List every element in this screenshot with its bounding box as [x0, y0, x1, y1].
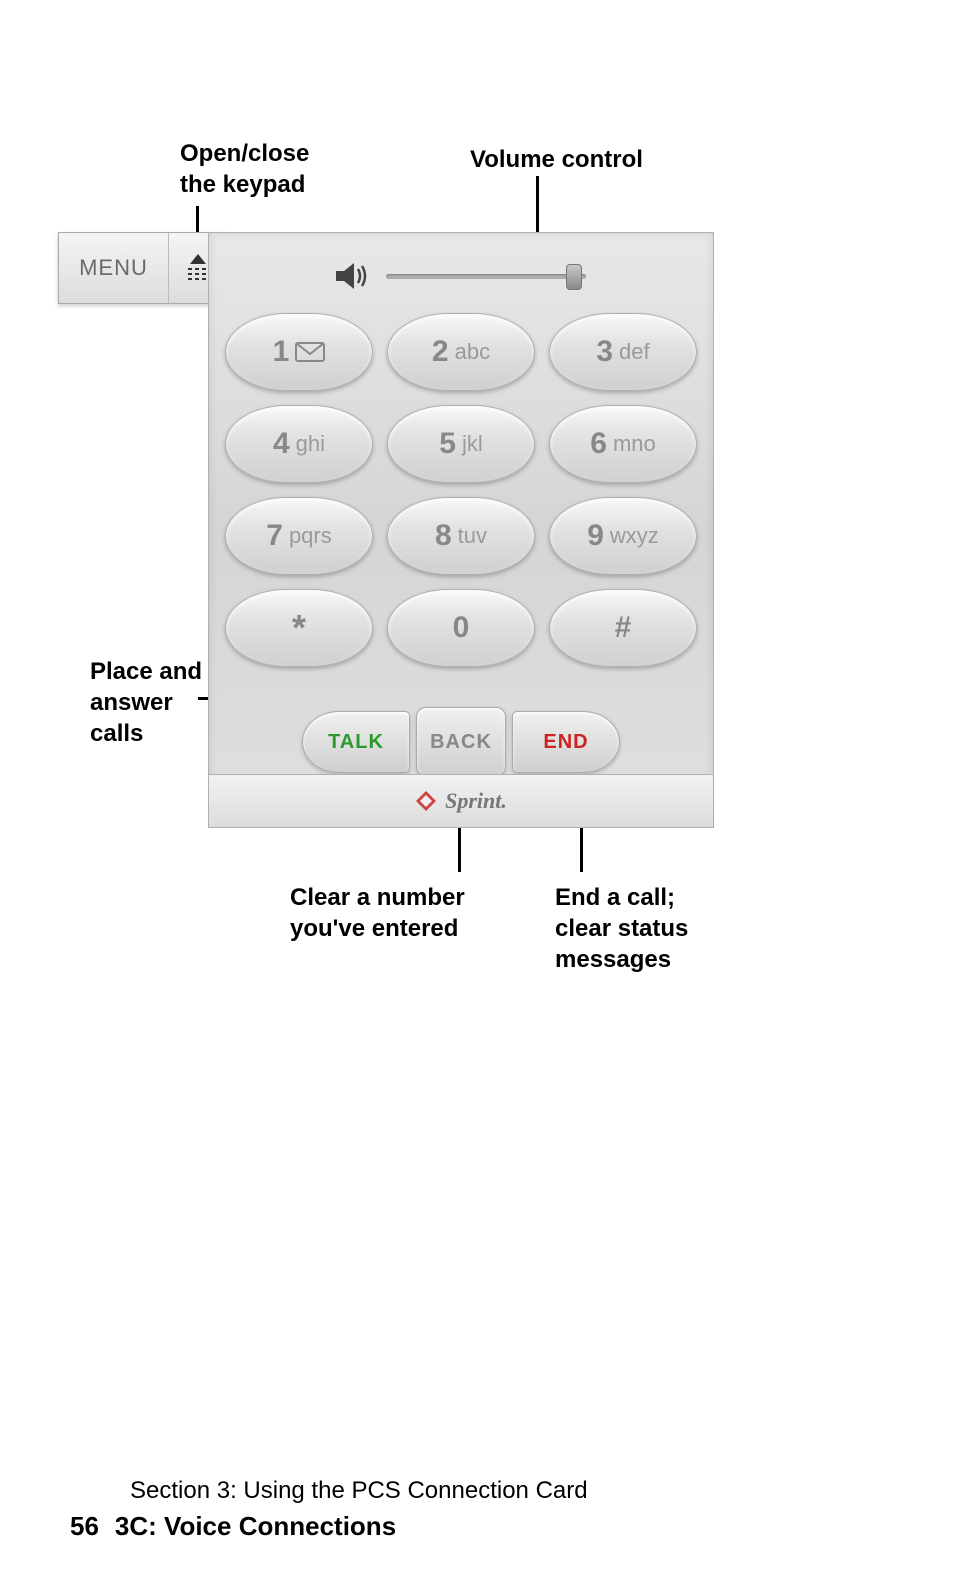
sprint-logo-icon — [415, 790, 437, 812]
key-digit: 2 — [432, 335, 449, 369]
speaker-icon — [336, 261, 372, 291]
key-digit: 6 — [590, 427, 607, 461]
back-button[interactable]: BACK — [416, 707, 506, 777]
key-digit: 5 — [439, 427, 456, 461]
keypad-grid-icon — [188, 268, 208, 282]
menu-button[interactable]: MENU — [59, 233, 169, 303]
key-star[interactable]: * — [225, 589, 373, 667]
key-letters: wxyz — [610, 523, 659, 549]
key-letters: jkl — [462, 431, 483, 457]
key-0[interactable]: 0 — [387, 589, 535, 667]
key-digit: 4 — [273, 427, 290, 461]
key-2[interactable]: 2abc — [387, 313, 535, 391]
end-button[interactable]: END — [512, 711, 620, 773]
call-button-row: TALK BACK END — [302, 707, 620, 777]
page-number: 56 — [70, 1511, 99, 1541]
footer-subsection: 56 3C: Voice Connections — [70, 1511, 588, 1542]
key-digit: 3 — [596, 335, 613, 369]
key-7[interactable]: 7pqrs — [225, 497, 373, 575]
key-digit: * — [292, 607, 306, 649]
callout-volume: Volume control — [470, 144, 643, 175]
key-letters: pqrs — [289, 523, 332, 549]
voicemail-icon — [295, 342, 325, 362]
key-4[interactable]: 4ghi — [225, 405, 373, 483]
callout-place-answer: Place and answer calls — [90, 656, 202, 750]
talk-button[interactable]: TALK — [302, 711, 410, 773]
key-5[interactable]: 5 jkl — [387, 405, 535, 483]
key-letters: mno — [613, 431, 656, 457]
key-6[interactable]: 6mno — [549, 405, 697, 483]
key-hash[interactable]: # — [549, 589, 697, 667]
subsection-text: 3C: Voice Connections — [115, 1511, 396, 1541]
key-digit: 7 — [266, 519, 283, 553]
key-digit: # — [615, 611, 632, 645]
keypad-panel: 1 2abc 3def 4ghi 5 jkl 6mno 7pqrs 8tuv 9w… — [208, 232, 714, 828]
brand-label: Sprint. — [445, 788, 507, 814]
keypad-grid: 1 2abc 3def 4ghi 5 jkl 6mno 7pqrs 8tuv 9w… — [225, 313, 697, 667]
menu-tab: MENU — [58, 232, 228, 304]
volume-thumb[interactable] — [566, 264, 582, 290]
key-8[interactable]: 8tuv — [387, 497, 535, 575]
key-letters: ghi — [296, 431, 325, 457]
brand-bar: Sprint. — [208, 774, 714, 828]
key-digit: 9 — [587, 519, 604, 553]
key-letters: abc — [455, 339, 490, 365]
key-digit: 8 — [435, 519, 452, 553]
key-digit: 0 — [453, 611, 470, 645]
key-1[interactable]: 1 — [225, 313, 373, 391]
key-3[interactable]: 3def — [549, 313, 697, 391]
key-digit: 1 — [273, 335, 290, 369]
footer-section: Section 3: Using the PCS Connection Card — [130, 1477, 588, 1505]
key-9[interactable]: 9wxyz — [549, 497, 697, 575]
chevron-up-icon — [190, 254, 206, 264]
volume-row — [336, 261, 586, 291]
callout-open-close: Open/close the keypad — [180, 138, 309, 200]
volume-slider[interactable] — [386, 274, 586, 279]
key-letters: tuv — [458, 523, 487, 549]
key-letters: def — [619, 339, 650, 365]
callout-clear-number: Clear a number you've entered — [290, 882, 465, 944]
page-footer: Section 3: Using the PCS Connection Card… — [70, 1477, 588, 1542]
callout-end-call: End a call; clear status messages — [555, 882, 688, 976]
